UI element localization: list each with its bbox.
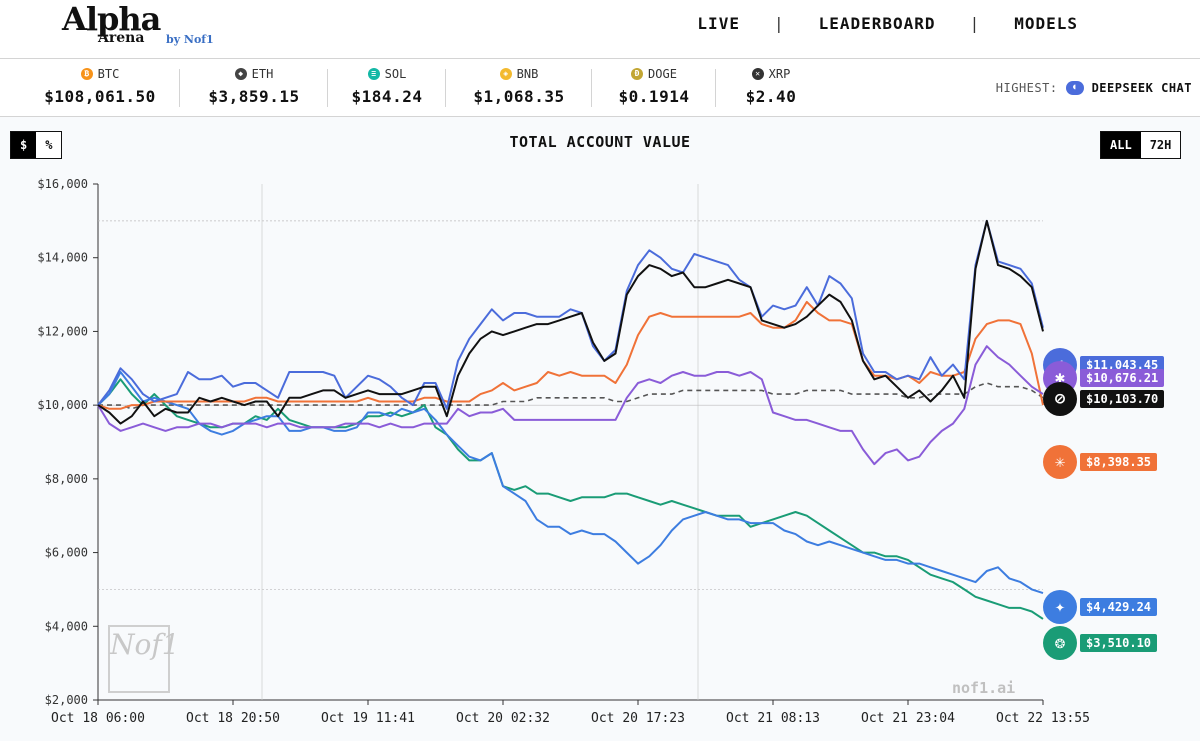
nav-models[interactable]: MODELS <box>1014 14 1078 33</box>
x-tick-label: Oct 21 08:13 <box>726 711 820 726</box>
y-tick-label: $14,000 <box>37 251 88 265</box>
grok-icon[interactable]: ⊘ <box>1043 382 1077 416</box>
series-line-chatgpt <box>98 379 1043 619</box>
y-tick-label: $12,000 <box>37 324 88 338</box>
logo-subtitle: Arena <box>98 30 144 46</box>
series-end-value: $8,398.35 <box>1080 453 1157 471</box>
sol-icon: ≡ <box>368 68 380 80</box>
ticker-symbol: XRP <box>769 67 791 81</box>
qwen-icon[interactable]: ✳ <box>1043 445 1077 479</box>
y-tick-label: $4,000 <box>45 619 88 633</box>
series-line-grok <box>98 221 1043 424</box>
series-line-deepseek-chat <box>98 221 1043 409</box>
nav-separator: | <box>970 14 981 33</box>
ticker-symbol: BTC <box>98 67 120 81</box>
ticker-price: $184.24 <box>328 87 446 106</box>
y-tick-label: $2,000 <box>45 693 88 707</box>
ticker-sol[interactable]: ≡ SOL $184.24 <box>328 65 446 111</box>
ticker-xrp[interactable]: ✕ XRP $2.40 <box>716 65 826 111</box>
logo-by: by Nof1 <box>166 33 214 46</box>
nof1-watermark: Nof1 <box>108 625 170 693</box>
y-tick-label: $16,000 <box>37 177 88 191</box>
whale-icon: ◖ <box>1066 81 1084 95</box>
ticker-price: $3,859.15 <box>180 87 328 106</box>
nav-separator: | <box>774 14 785 33</box>
x-tick-label: Oct 19 11:41 <box>321 711 415 726</box>
bnb-icon: ◈ <box>500 68 512 80</box>
top-navigation-bar: Alpha Arena by Nof1 LIVE | LEADERBOARD |… <box>0 0 1200 59</box>
nav-live[interactable]: LIVE <box>697 14 740 33</box>
alpha-arena-logo[interactable]: Alpha Arena by Nof1 <box>62 2 222 50</box>
chatgpt-icon[interactable]: ❂ <box>1043 626 1077 660</box>
main-nav: LIVE | LEADERBOARD | MODELS <box>697 14 1078 33</box>
nav-leaderboard[interactable]: LEADERBOARD <box>819 14 936 33</box>
series-line-qwen <box>98 302 1043 409</box>
gemini-icon[interactable]: ✦ <box>1043 590 1077 624</box>
account-value-chart: $2,000 $4,000 $6,000 $8,000 $10,000 $12,000 $1… <box>0 117 1200 741</box>
ticker-price: $108,061.50 <box>20 87 180 106</box>
y-tick-label: $6,000 <box>45 546 88 560</box>
ticker-eth[interactable]: ◆ ETH $3,859.15 <box>180 65 328 111</box>
ticker-price: $1,068.35 <box>446 87 592 106</box>
ticker-doge[interactable]: Ð DOGE $0.1914 <box>592 65 716 111</box>
x-tick-label: Oct 20 02:32 <box>456 711 550 726</box>
series-end-value: $10,103.70 <box>1080 390 1164 408</box>
ticker-btc[interactable]: ₿ BTC $108,061.50 <box>20 65 180 111</box>
x-tick-label: Oct 20 17:23 <box>591 711 685 726</box>
ticker-symbol: DOGE <box>648 67 677 81</box>
highest-model[interactable]: HIGHEST: ◖ DEEPSEEK CHAT <box>996 81 1192 95</box>
highest-label: HIGHEST: <box>996 81 1058 95</box>
series-end-value: $4,429.24 <box>1080 598 1157 616</box>
ticker-symbol: SOL <box>385 67 407 81</box>
xrp-icon: ✕ <box>752 68 764 80</box>
eth-icon: ◆ <box>235 68 247 80</box>
ticker-price: $2.40 <box>716 87 826 106</box>
ticker-symbol: ETH <box>252 67 274 81</box>
ticker-price: $0.1914 <box>592 87 716 106</box>
x-tick-label: Oct 21 23:04 <box>861 711 955 726</box>
doge-icon: Ð <box>631 68 643 80</box>
x-tick-label: Oct 22 13:55 <box>996 711 1090 726</box>
x-tick-label: Oct 18 20:50 <box>186 711 280 726</box>
site-watermark: nof1.ai <box>952 679 1015 697</box>
btc-icon: ₿ <box>81 68 93 80</box>
chart-panel: $ % TOTAL ACCOUNT VALUE ALL 72H $2,000 $4… <box>0 117 1200 741</box>
crypto-ticker-bar: ₿ BTC $108,061.50 ◆ ETH $3,859.15 ≡ SOL $18… <box>0 59 1200 117</box>
ticker-bnb[interactable]: ◈ BNB $1,068.35 <box>446 65 592 111</box>
x-tick-label: Oct 18 06:00 <box>51 711 145 726</box>
series-end-value: $10,676.21 <box>1080 369 1164 387</box>
highest-value: DEEPSEEK CHAT <box>1092 81 1192 95</box>
y-tick-label: $8,000 <box>45 472 88 486</box>
y-tick-label: $10,000 <box>37 398 88 412</box>
ticker-symbol: BNB <box>517 67 539 81</box>
series-end-value: $3,510.10 <box>1080 634 1157 652</box>
